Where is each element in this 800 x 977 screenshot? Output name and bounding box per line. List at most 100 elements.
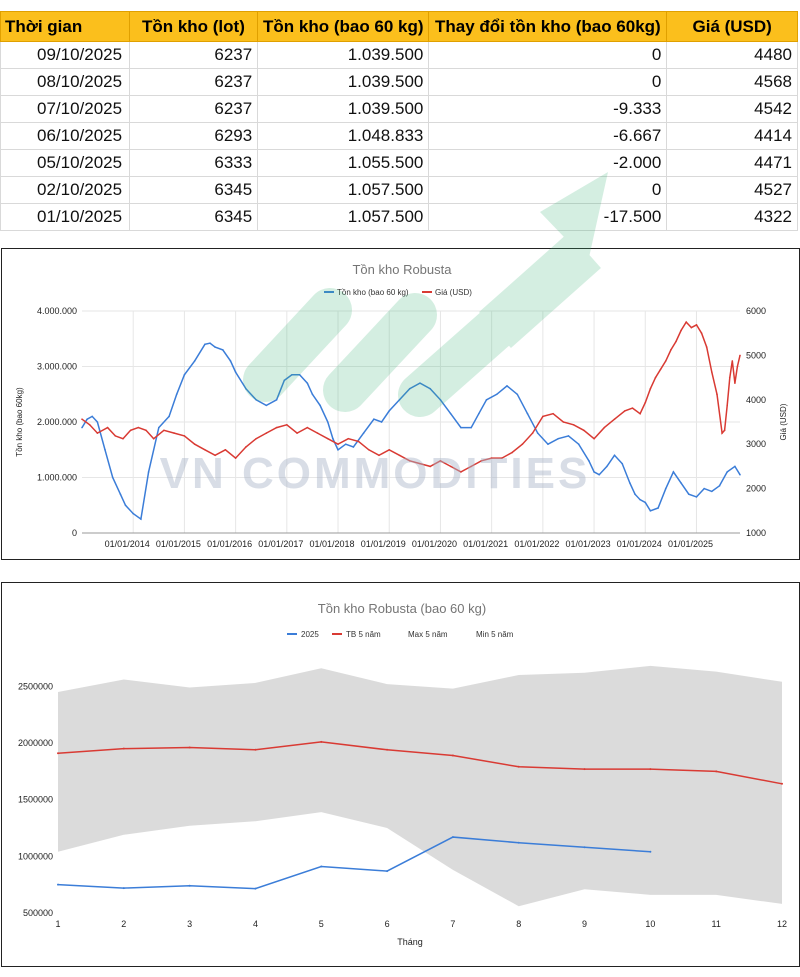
inventory-data-point [265,404,268,407]
legend-label: Tồn kho (bao 60 kg) [337,288,409,297]
price-data-point [659,368,662,371]
price-data-point [129,429,132,432]
inventory-data-point [124,504,127,507]
series-avg-point [517,765,520,768]
inventory-data-point [183,374,186,376]
inventory-data-point [352,446,355,448]
inventory-data-point [111,476,114,479]
price-data-point [501,457,503,459]
inventory-data-point [639,498,641,501]
series-2025-point [122,887,125,890]
inventory-data-point [734,465,736,468]
inventory-data-point [478,412,480,415]
series-2025-point [386,870,389,873]
inventory-data-point [588,460,590,462]
price-data-point [114,435,117,437]
price-data-point [705,346,708,348]
price-data-point [347,437,350,440]
cell-lot: 6293 [128,122,259,150]
inventory-data-point [634,493,636,495]
cell-bags: 1.039.500 [257,68,430,96]
price-data-point [726,404,728,407]
y-tick-label: 3.000.000 [37,362,77,372]
x-tick-label: 10 [645,919,655,929]
x-axis-title: Tháng [397,937,423,947]
price-data-point [593,437,595,440]
inventory-data-point [613,454,616,457]
price-data-point [398,454,401,457]
inventory-data-point [598,473,600,476]
price-data-point [521,443,524,445]
cell-price: 4414 [666,122,798,150]
series-avg-point [320,740,323,743]
inventory-data-point [298,374,301,376]
inventory-data-point [621,462,624,465]
series-avg-point [649,768,652,771]
legend-label: TB 5 năm [346,630,381,639]
inventory-data-point [175,393,178,396]
inventory-data-point [344,443,347,445]
cell-bags: 1.039.500 [257,41,430,69]
inventory-data-point [222,349,224,351]
price-data-point [183,435,186,437]
inventory-data-point [526,412,529,415]
inventory-data-point [255,399,257,401]
table-row: 01/10/2025 6345 1.057.500 -17.500 4322 [0,203,798,231]
price-data-point [326,437,329,440]
seasonal-inventory-chart: 500000 1000000 1500000 2000000 2500000 1 2 3 4 5 6… [1,582,800,967]
y2-tick-label: 3000 [746,439,766,449]
price-data-point [711,371,713,373]
inventory-data-point [380,421,383,423]
price-data-point [649,387,652,390]
inventory-data-point [672,471,675,473]
price-data-point [690,326,693,329]
cell-date: 07/10/2025 [0,95,130,123]
inventory-data-point [306,382,309,384]
series-2025-point [451,836,454,839]
cell-bags: 1.057.500 [257,203,430,231]
x-tick-label: 01/01/2024 [617,539,662,549]
cell-lot: 6345 [128,203,259,231]
chart-title: Tồn kho Robusta (bao 60 kg) [318,601,486,616]
inventory-data-point [275,399,278,401]
x-tick-label: 4 [253,919,258,929]
table-row: 05/10/2025 6333 1.055.500 -2.000 4471 [0,149,798,177]
price-data-point [88,423,91,426]
y2-tick-label: 4000 [746,395,766,405]
cell-date: 09/10/2025 [0,41,130,69]
price-data-point [623,410,626,412]
x-tick-label: 01/01/2018 [310,539,355,549]
x-tick-label: 01/01/2023 [566,539,611,549]
inventory-data-point [485,399,488,401]
price-data-point [265,432,268,434]
legend-label: Max 5 năm [408,630,448,639]
price-data-point [583,429,585,432]
cell-price: 4322 [666,203,798,231]
price-data-point [675,340,677,343]
price-data-point [721,432,723,434]
legend-label: Giá (USD) [435,288,472,297]
price-data-point [137,426,140,429]
price-data-point [728,376,731,379]
price-data-point [245,446,247,448]
chart-title: Tồn kho Robusta [352,262,452,277]
price-data-point [286,423,288,426]
inventory-data-point [408,387,411,390]
price-data-point [731,360,734,362]
price-data-point [449,465,452,468]
price-data-point [388,448,391,451]
inventory-data-point [557,437,560,440]
series-avg-point [451,754,454,757]
series-2025-point [583,846,586,849]
inventory-data-point [567,435,570,437]
x-tick-label: 12 [777,919,787,929]
series-avg-point [715,770,718,773]
price-data-point [152,437,155,440]
y-tick-label: 1500000 [18,795,53,805]
price-data-point [429,465,432,468]
inventory-data-point [229,360,232,362]
x-tick-label: 8 [516,919,521,929]
price-data-point [145,429,147,432]
x-tick-label: 01/01/2025 [668,539,713,549]
